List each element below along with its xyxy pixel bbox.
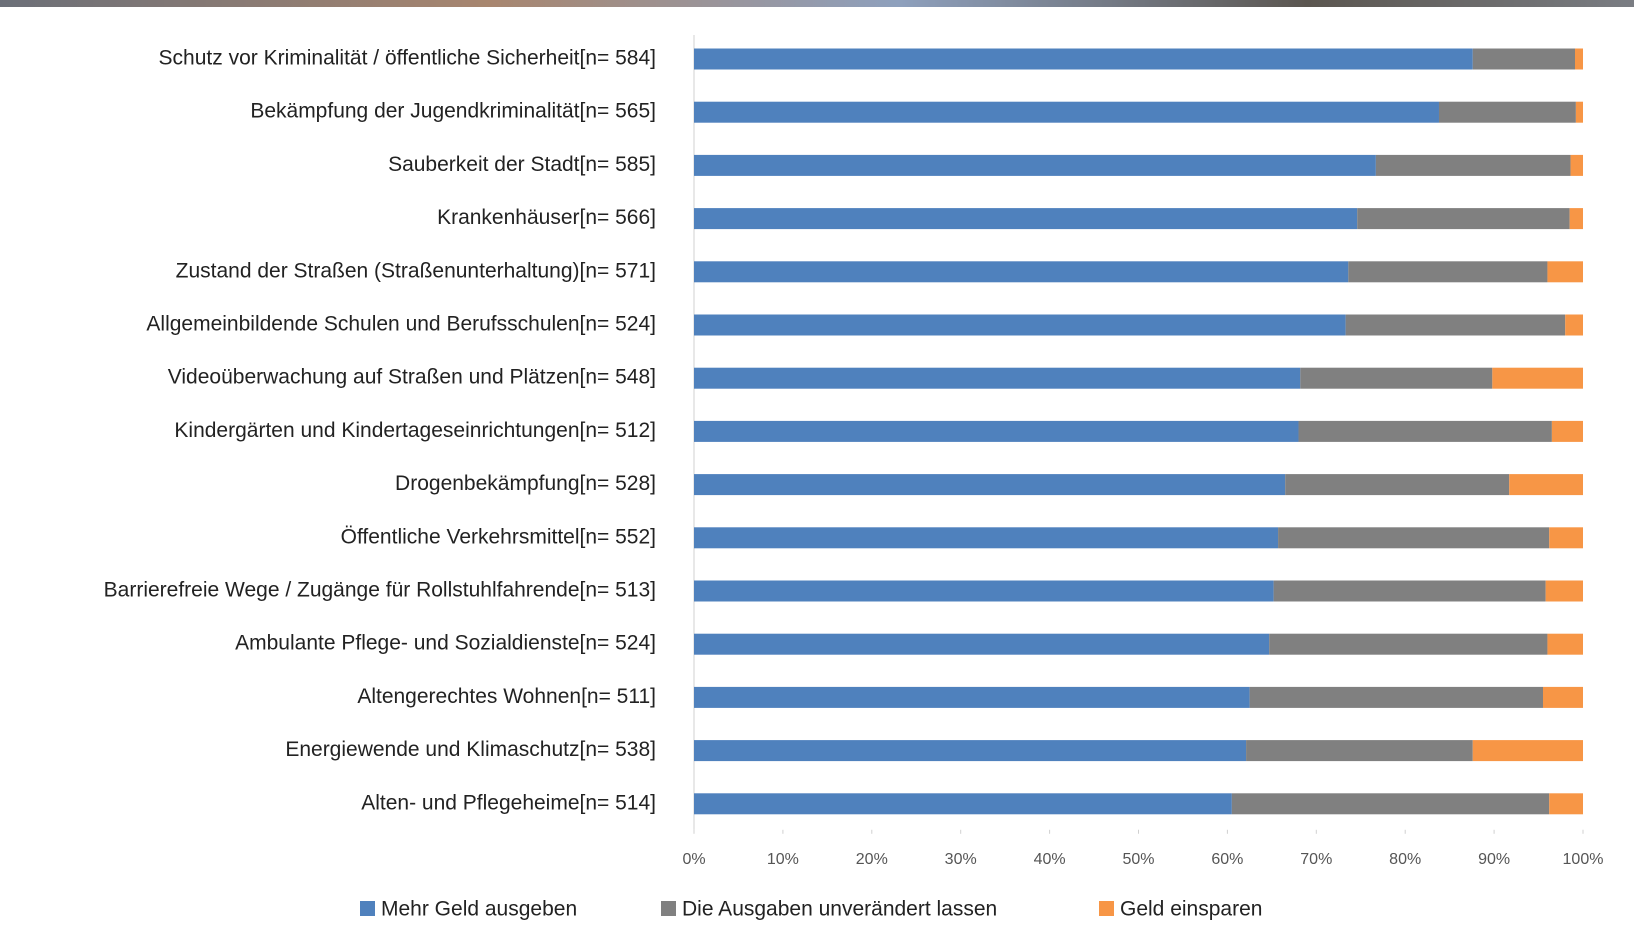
bar-segment — [694, 48, 1473, 70]
bar-segment — [1357, 208, 1570, 230]
bar-segment — [694, 793, 1232, 815]
category-label: Videoüberwachung auf Straßen und Plätzen… — [168, 366, 656, 389]
bar-segment — [1547, 633, 1583, 655]
bar-segment — [694, 154, 1376, 176]
bar-segment — [694, 686, 1250, 708]
x-tick-label: 30% — [945, 851, 977, 868]
bar-segment — [1545, 580, 1583, 602]
x-tick-label: 40% — [1034, 851, 1066, 868]
bar-segment — [694, 740, 1247, 762]
category-label: Alten- und Pflegeheime[n= 514] — [361, 791, 656, 814]
category-label: Kindergärten und Kindertageseinrichtunge… — [174, 419, 656, 442]
bar-segment — [1273, 580, 1546, 602]
bar-segment — [1575, 101, 1583, 123]
x-tick-label: 50% — [1122, 851, 1154, 868]
bar-segment — [1348, 261, 1548, 283]
category-label: Zustand der Straßen (Straßenunterhaltung… — [176, 259, 656, 282]
bar-segment — [1565, 314, 1583, 336]
bar-segment — [1246, 740, 1473, 762]
category-label: Sauberkeit der Stadt[n= 585] — [388, 153, 656, 176]
bar-segment — [694, 633, 1270, 655]
category-label: Krankenhäuser[n= 566] — [437, 206, 656, 229]
bar-segment — [1549, 527, 1583, 549]
legend-swatch — [661, 901, 676, 916]
x-tick-label: 10% — [767, 851, 799, 868]
x-tick-label: 100% — [1563, 851, 1604, 868]
bar-segment — [1285, 474, 1510, 496]
bar-segment — [1551, 420, 1583, 442]
x-tick-label: 60% — [1211, 851, 1243, 868]
legend-label: Die Ausgaben unverändert lassen — [682, 898, 997, 921]
x-tick-label: 0% — [682, 851, 705, 868]
bar-segment — [694, 367, 1301, 389]
category-label: Barrierefreie Wege / Zugänge für Rollstu… — [104, 579, 656, 602]
x-tick-label: 20% — [856, 851, 888, 868]
bar-segment — [1547, 261, 1583, 283]
bar-segment — [1438, 101, 1576, 123]
banner-strip — [0, 0, 1634, 7]
legend-label: Geld einsparen — [1120, 898, 1262, 921]
bar-segment — [1300, 367, 1493, 389]
bar-segment — [1345, 314, 1566, 336]
bar-segment — [694, 420, 1299, 442]
bar-segment — [694, 101, 1439, 123]
bar-segment — [1492, 367, 1583, 389]
bar-segment — [694, 208, 1358, 230]
bar-segment — [694, 314, 1346, 336]
category-label: Ambulante Pflege- und Sozialdienste[n= 5… — [235, 632, 656, 655]
x-tick-label: 70% — [1300, 851, 1332, 868]
category-label: Bekämpfung der Jugendkriminalität[n= 565… — [250, 100, 656, 123]
bar-segment — [1472, 740, 1583, 762]
bar-segment — [694, 527, 1279, 549]
bar-segment — [1375, 154, 1571, 176]
legend-swatch — [360, 901, 375, 916]
category-label: Drogenbekämpfung[n= 528] — [395, 472, 656, 495]
bar-segment — [694, 580, 1274, 602]
category-label: Allgemeinbildende Schulen und Berufsschu… — [146, 313, 656, 336]
bar-segment — [1269, 633, 1548, 655]
x-tick-label: 90% — [1478, 851, 1510, 868]
bar-segment — [1570, 154, 1583, 176]
x-tick-label: 80% — [1389, 851, 1421, 868]
legend-label: Mehr Geld ausgeben — [381, 898, 577, 921]
bar-segment — [1574, 48, 1583, 70]
category-label: Schutz vor Kriminalität / öffentliche Si… — [159, 47, 656, 70]
bar-segment — [1298, 420, 1552, 442]
bar-segment — [694, 261, 1349, 283]
bar-segment — [694, 474, 1286, 496]
bar-segment — [1509, 474, 1583, 496]
category-label: Energiewende und Klimaschutz[n= 538] — [285, 738, 656, 761]
bar-segment — [1542, 686, 1583, 708]
bar-segment — [1231, 793, 1550, 815]
bar-segment — [1472, 48, 1575, 70]
category-label: Öffentliche Verkehrsmittel[n= 552] — [341, 525, 656, 548]
bar-segment — [1569, 208, 1583, 230]
bar-segment — [1249, 686, 1543, 708]
legend-swatch — [1099, 901, 1114, 916]
category-label: Altengerechtes Wohnen[n= 511] — [357, 685, 656, 708]
bar-segment — [1549, 793, 1583, 815]
bar-segment — [1278, 527, 1550, 549]
